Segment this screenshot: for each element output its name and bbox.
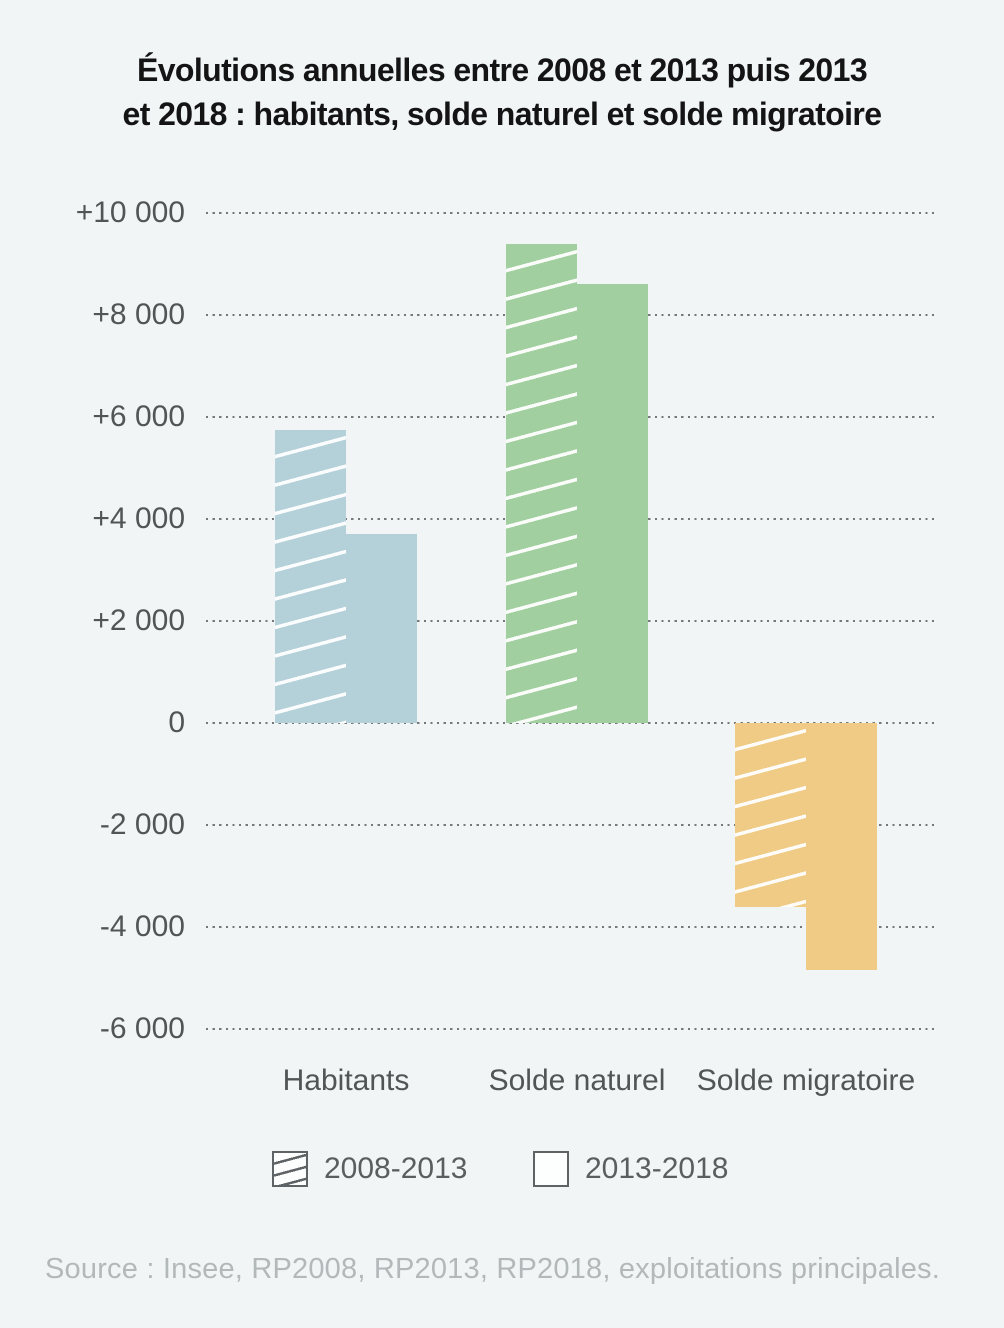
bar-solde-naturel-2013-2018 — [577, 284, 648, 723]
bar-solde-migratoire-2008-2013 — [735, 723, 806, 907]
gridline-10000 — [206, 212, 937, 214]
category-label-solde-migratoire: Solde migratoire — [696, 1064, 916, 1097]
chart-title: Évolutions annuelles entre 2008 et 2013 … — [0, 48, 1004, 136]
gridline--2000 — [206, 824, 937, 826]
source-note: Source : Insee, RP2008, RP2013, RP2018, … — [45, 1253, 941, 1285]
legend-label: 2013-2018 — [585, 1152, 729, 1185]
y-tick-label: +2 000 — [92, 604, 185, 637]
y-tick-label: -6 000 — [99, 1012, 185, 1045]
y-tick-label: +6 000 — [92, 400, 185, 433]
category-label-solde-naturel: Solde naturel — [488, 1064, 666, 1097]
gridline--6000 — [206, 1028, 937, 1030]
legend-label: 2008-2013 — [324, 1152, 468, 1185]
y-tick-label: +10 000 — [75, 196, 185, 229]
y-tick-label: -4 000 — [99, 910, 185, 943]
legend-item-2013-2018: 2013-2018 — [533, 1151, 728, 1187]
y-tick-label: +8 000 — [92, 298, 185, 331]
bar-solde-migratoire-2013-2018 — [806, 723, 877, 971]
bar-habitants-2013-2018 — [346, 534, 417, 723]
bar-chart-plot-area: +10 000 +8 000 +6 000 +4 000 +2 000 0 -2 000 -4… — [75, 196, 937, 1097]
gridline--4000 — [206, 926, 937, 928]
category-label-habitants: Habitants — [282, 1064, 410, 1097]
y-tick-label: +4 000 — [92, 502, 185, 535]
bar-solde-naturel-2008-2013 — [506, 243, 577, 723]
bar-habitants-2008-2013 — [275, 429, 346, 723]
y-tick-label: 0 — [168, 706, 185, 739]
legend-swatch-hatched — [272, 1151, 308, 1187]
chart-title-line-2: et 2018 : habitants, solde naturel et so… — [122, 96, 883, 132]
legend-swatch-solid — [533, 1151, 569, 1187]
legend-item-2008-2013: 2008-2013 — [272, 1151, 467, 1187]
gridline-0 — [206, 722, 937, 724]
chart-title-line-1: Évolutions annuelles entre 2008 et 2013 … — [136, 52, 868, 88]
y-tick-label: -2 000 — [99, 808, 185, 841]
